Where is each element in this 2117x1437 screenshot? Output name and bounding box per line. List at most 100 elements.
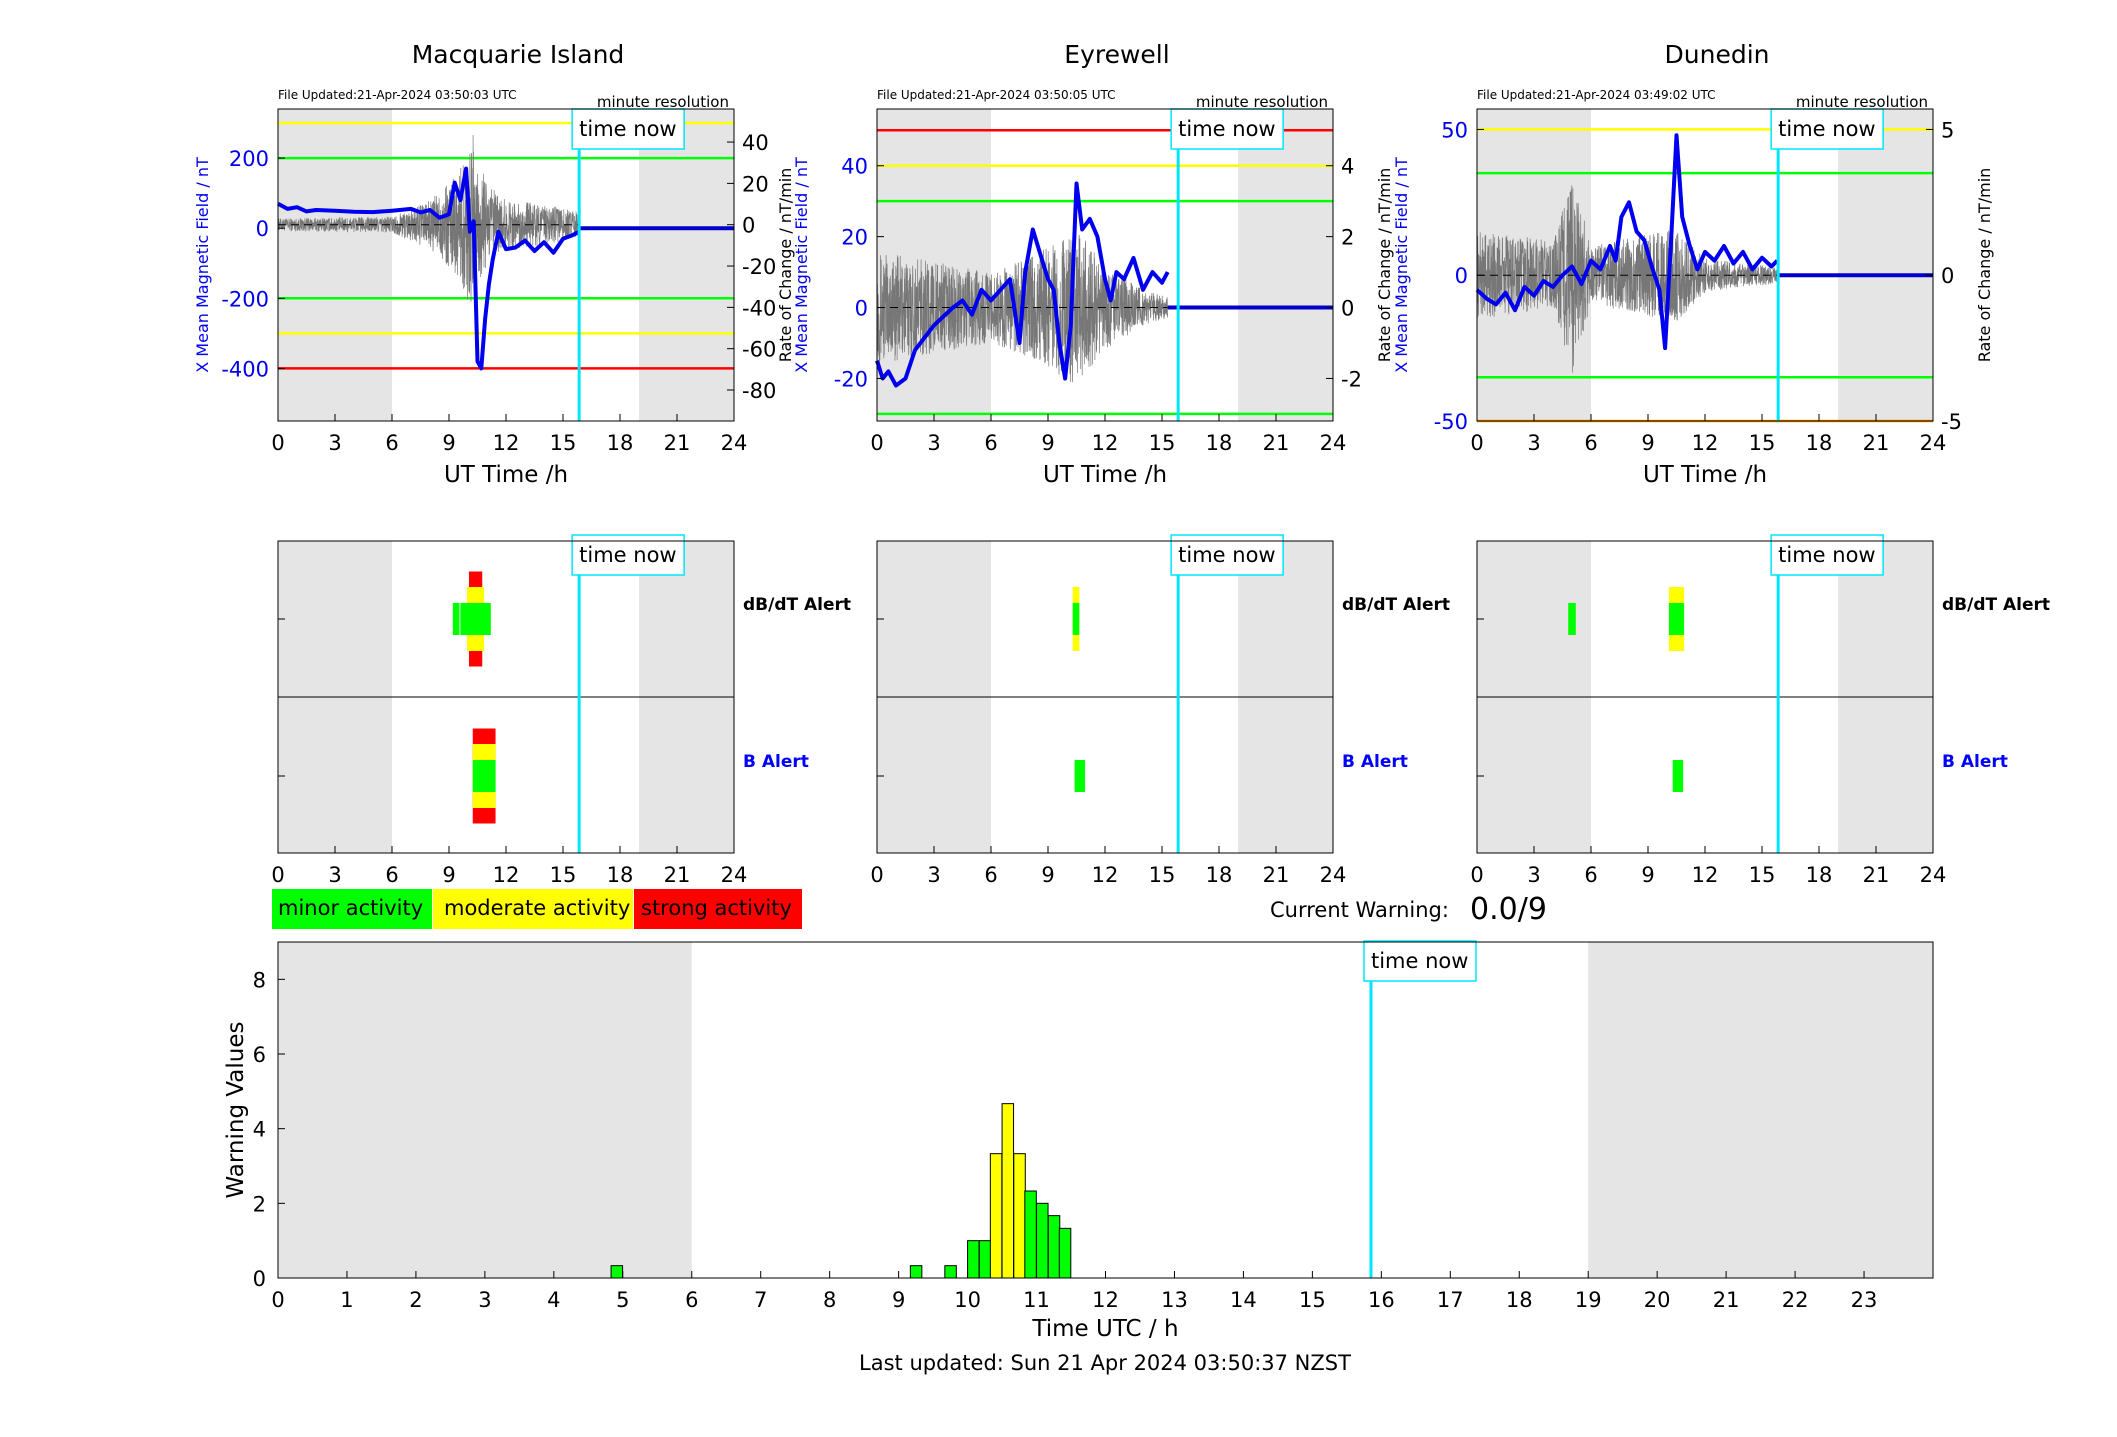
- warning-chart-xtick-label-12: 12: [1092, 1288, 1119, 1312]
- station-2-ylabel-left: X Mean Magnetic Field / nT: [792, 157, 811, 373]
- current-warning-value: 0.0/9: [1470, 892, 1547, 927]
- station-3-ytick-right-label-0: 0: [1941, 264, 1954, 288]
- station-3-ytick-left-label-0: 0: [1455, 264, 1468, 288]
- warning-chart-ytick-label-0: 0: [253, 1267, 266, 1291]
- station-2-ytick-left-label-0: 0: [855, 297, 868, 321]
- warning-chart-xtick-label-3: 3: [478, 1288, 491, 1312]
- warning-chart-xtick-label-8: 8: [823, 1288, 836, 1312]
- station-3-ytick-right-label--5: -5: [1941, 410, 1962, 434]
- alert-panel-3-time-now-label: time now: [1778, 543, 1875, 567]
- station-2-title: Eyrewell: [1064, 40, 1169, 69]
- station-3-field-trace: [1475, 133, 1779, 351]
- alert-panel-2-time-now-box: [1170, 534, 1284, 576]
- warning-chart-xtick-label-19: 19: [1575, 1288, 1602, 1312]
- alert-panel-3-dbdt-bar-1: [1568, 603, 1576, 635]
- warning-chart-xtick-label-11: 11: [1023, 1288, 1050, 1312]
- warning-chart-xtick-label-22: 22: [1782, 1288, 1809, 1312]
- alert-panel-3-xtick-label-6: 6: [1584, 863, 1597, 887]
- station-2-field-trace: [875, 181, 1170, 388]
- alert-panel-2-xtick-label-3: 3: [927, 863, 940, 887]
- station-1-ylabel-left: X Mean Magnetic Field / nT: [193, 157, 212, 373]
- legend-strong-label: strong activity: [641, 896, 792, 920]
- station-1-xlabel: UT Time /h: [444, 462, 568, 488]
- station-3-rate-of-change-trace: [1476, 185, 1778, 373]
- station-1-resolution-label: minute resolution: [597, 93, 729, 111]
- station-2-ytick-right-label-0: 0: [1341, 297, 1354, 321]
- alert-panel-1-dbdt-label: dB/dT Alert: [743, 595, 851, 615]
- warning-chart-xtick-label-15: 15: [1299, 1288, 1326, 1312]
- alert-panel-1-b-label: B Alert: [743, 752, 809, 772]
- station-2-ytick-right-label-4: 4: [1341, 155, 1354, 179]
- station-2-xtick-label-3: 3: [927, 431, 940, 455]
- alert-panel-2-xtick-label-21: 21: [1263, 863, 1290, 887]
- station-1-rate-of-change-trace: [277, 134, 580, 302]
- station-1-title: Macquarie Island: [412, 40, 625, 69]
- alert-panel-1-xtick-label-12: 12: [493, 863, 520, 887]
- station-2-file-updated: File Updated:21-Apr-2024 03:50:05 UTC: [877, 88, 1116, 102]
- warning-chart-xlabel: Time UTC / h: [1031, 1316, 1178, 1342]
- station-3-daylight-shade-1: [1838, 109, 1933, 421]
- warning-chart-time-now-box: [1363, 940, 1477, 982]
- alert-panel-1-xtick-label-18: 18: [607, 863, 634, 887]
- station-2-xtick-label-24: 24: [1320, 431, 1347, 455]
- station-1-ytick-left-label-0: 0: [256, 217, 269, 241]
- station-2-time-now-label: time now: [1178, 117, 1275, 141]
- station-1-ytick-right-label--20: -20: [742, 255, 776, 279]
- alert-panel-2-xtick-label-0: 0: [870, 863, 883, 887]
- warning-chart-ytick-label-6: 6: [253, 1043, 266, 1067]
- station-1-xtick-label-15: 15: [550, 431, 577, 455]
- station-3-resolution-label: minute resolution: [1796, 93, 1928, 111]
- station-2-daylight-shade-1: [1238, 109, 1333, 421]
- station-3-ytick-left-label--50: -50: [1434, 410, 1468, 434]
- legend-moderate-label: moderate activity: [444, 896, 630, 920]
- station-1-ytick-left-label-200: 200: [229, 147, 269, 171]
- station-2-xtick-label-9: 9: [1041, 431, 1054, 455]
- warning-chart-time-now-label: time now: [1371, 949, 1468, 973]
- station-1-time-now-label: time now: [579, 117, 676, 141]
- alert-panel-3-xtick-label-3: 3: [1527, 863, 1540, 887]
- alert-panel-2-dbdt-bar-1: [1072, 603, 1080, 635]
- station-2-resolution-label: minute resolution: [1196, 93, 1328, 111]
- station-1-ytick-right-label-0: 0: [742, 214, 755, 238]
- station-2-xtick-label-18: 18: [1206, 431, 1233, 455]
- warning-chart-xtick-label-20: 20: [1644, 1288, 1671, 1312]
- alert-panel-3-dbdt-label: dB/dT Alert: [1942, 595, 2050, 615]
- last-updated: Last updated: Sun 21 Apr 2024 03:50:37 N…: [859, 1351, 1351, 1375]
- alert-panel-1-dbdt-bar-3: [460, 603, 491, 635]
- station-1-time-now-box: [571, 108, 685, 150]
- warning-chart-xtick-label-14: 14: [1230, 1288, 1257, 1312]
- station-3-time-now-label: time now: [1778, 117, 1875, 141]
- warning-chart-xtick-label-21: 21: [1713, 1288, 1740, 1312]
- warning-chart-xtick-label-7: 7: [754, 1288, 767, 1312]
- warning-chart-xtick-label-17: 17: [1437, 1288, 1464, 1312]
- station-1-daylight-shade-0: [278, 109, 392, 421]
- legend-strong-swatch: [634, 889, 802, 929]
- alert-panel-1-xtick-label-24: 24: [721, 863, 748, 887]
- legend: minor activity moderate activity strong …: [272, 889, 802, 929]
- station-1-xtick-label-18: 18: [607, 431, 634, 455]
- warning-chart-xtick-label-1: 1: [340, 1288, 353, 1312]
- station-3-xtick-label-0: 0: [1470, 431, 1483, 455]
- alert-panel-1-time-now-box: [571, 534, 685, 576]
- warning-chart-ytick-label-8: 8: [253, 968, 266, 992]
- alert-panel-3-b-label: B Alert: [1942, 752, 2008, 772]
- station-1-field-trace: [277, 166, 581, 371]
- alert-panel-1-xtick-label-6: 6: [385, 863, 398, 887]
- warning-chart-bar-7: [1013, 1153, 1026, 1279]
- alert-panel-3-dbdt-bar-2: [1668, 603, 1685, 635]
- alert-panel-1-xtick-label-9: 9: [442, 863, 455, 887]
- alert-panel-2-b-label: B Alert: [1342, 752, 1408, 772]
- station-1-xtick-label-21: 21: [664, 431, 691, 455]
- station-2-xtick-label-21: 21: [1263, 431, 1290, 455]
- station-2-ytick-right-label-2: 2: [1341, 226, 1354, 250]
- station-3-xtick-label-9: 9: [1641, 431, 1654, 455]
- warning-chart-bar-1: [909, 1265, 923, 1279]
- alert-panel-2-xtick-label-18: 18: [1206, 863, 1233, 887]
- station-2-xtick-label-15: 15: [1149, 431, 1176, 455]
- warning-chart-xtick-label-6: 6: [685, 1288, 698, 1312]
- station-3-xtick-label-18: 18: [1806, 431, 1833, 455]
- station-1-file-updated: File Updated:21-Apr-2024 03:50:03 UTC: [278, 88, 517, 102]
- station-2-xtick-label-0: 0: [870, 431, 883, 455]
